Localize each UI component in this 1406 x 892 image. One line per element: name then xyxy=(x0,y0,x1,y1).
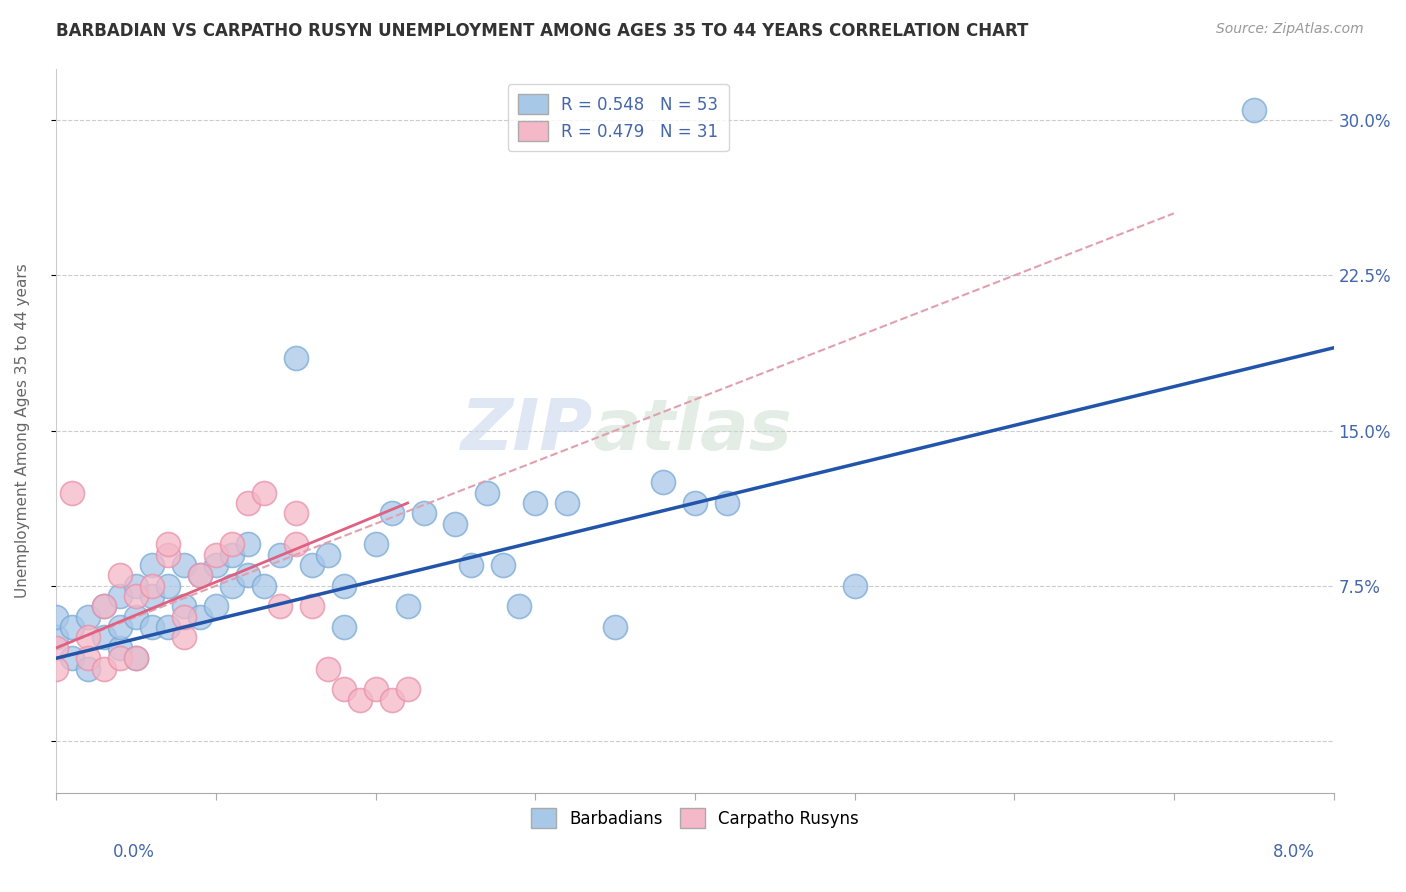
Text: 0.0%: 0.0% xyxy=(112,843,155,861)
Point xyxy=(45,661,67,675)
Point xyxy=(316,548,339,562)
Point xyxy=(364,537,387,551)
Point xyxy=(236,537,259,551)
Point xyxy=(188,609,211,624)
Legend: Barbadians, Carpatho Rusyns: Barbadians, Carpatho Rusyns xyxy=(524,801,866,835)
Point xyxy=(316,661,339,675)
Text: atlas: atlas xyxy=(593,396,793,465)
Point xyxy=(141,558,163,572)
Point xyxy=(444,516,467,531)
Point xyxy=(205,548,228,562)
Point xyxy=(173,631,195,645)
Point xyxy=(110,640,132,655)
Point xyxy=(93,599,115,614)
Point xyxy=(477,485,499,500)
Point xyxy=(381,506,404,520)
Point xyxy=(236,496,259,510)
Point xyxy=(157,620,180,634)
Point xyxy=(284,506,307,520)
Point xyxy=(396,682,419,697)
Point xyxy=(205,558,228,572)
Point xyxy=(301,599,323,614)
Point xyxy=(381,692,404,706)
Point xyxy=(253,485,276,500)
Point xyxy=(60,485,83,500)
Point xyxy=(605,620,627,634)
Point xyxy=(141,589,163,603)
Point xyxy=(396,599,419,614)
Point xyxy=(349,692,371,706)
Text: Source: ZipAtlas.com: Source: ZipAtlas.com xyxy=(1216,22,1364,37)
Point xyxy=(652,475,675,490)
Point xyxy=(45,631,67,645)
Point xyxy=(93,661,115,675)
Point xyxy=(332,579,354,593)
Point xyxy=(173,609,195,624)
Point xyxy=(221,548,243,562)
Point xyxy=(301,558,323,572)
Point xyxy=(205,599,228,614)
Point xyxy=(93,631,115,645)
Point xyxy=(492,558,515,572)
Point xyxy=(269,599,291,614)
Point xyxy=(188,568,211,582)
Point xyxy=(236,568,259,582)
Point xyxy=(253,579,276,593)
Point xyxy=(157,548,180,562)
Point xyxy=(125,651,148,665)
Point xyxy=(77,631,100,645)
Point xyxy=(141,620,163,634)
Point xyxy=(1243,103,1265,117)
Point xyxy=(125,579,148,593)
Point xyxy=(110,568,132,582)
Point xyxy=(269,548,291,562)
Point xyxy=(60,651,83,665)
Point xyxy=(412,506,434,520)
Point xyxy=(332,682,354,697)
Point xyxy=(460,558,482,572)
Point xyxy=(77,609,100,624)
Point xyxy=(125,589,148,603)
Text: BARBADIAN VS CARPATHO RUSYN UNEMPLOYMENT AMONG AGES 35 TO 44 YEARS CORRELATION C: BARBADIAN VS CARPATHO RUSYN UNEMPLOYMENT… xyxy=(56,22,1029,40)
Point xyxy=(77,651,100,665)
Point xyxy=(716,496,738,510)
Point xyxy=(45,640,67,655)
Point xyxy=(125,651,148,665)
Point xyxy=(45,609,67,624)
Point xyxy=(77,661,100,675)
Point xyxy=(364,682,387,697)
Point xyxy=(221,579,243,593)
Point xyxy=(524,496,547,510)
Point xyxy=(284,537,307,551)
Point xyxy=(141,579,163,593)
Point xyxy=(508,599,530,614)
Point xyxy=(110,620,132,634)
Point xyxy=(125,609,148,624)
Y-axis label: Unemployment Among Ages 35 to 44 years: Unemployment Among Ages 35 to 44 years xyxy=(15,263,30,598)
Point xyxy=(188,568,211,582)
Point xyxy=(110,589,132,603)
Point xyxy=(110,651,132,665)
Point xyxy=(157,579,180,593)
Point xyxy=(284,351,307,366)
Point xyxy=(157,537,180,551)
Point xyxy=(332,620,354,634)
Point xyxy=(555,496,578,510)
Point xyxy=(221,537,243,551)
Point xyxy=(683,496,706,510)
Point xyxy=(844,579,866,593)
Point xyxy=(60,620,83,634)
Point xyxy=(173,599,195,614)
Point xyxy=(173,558,195,572)
Text: ZIP: ZIP xyxy=(461,396,593,465)
Text: 8.0%: 8.0% xyxy=(1272,843,1315,861)
Point xyxy=(93,599,115,614)
